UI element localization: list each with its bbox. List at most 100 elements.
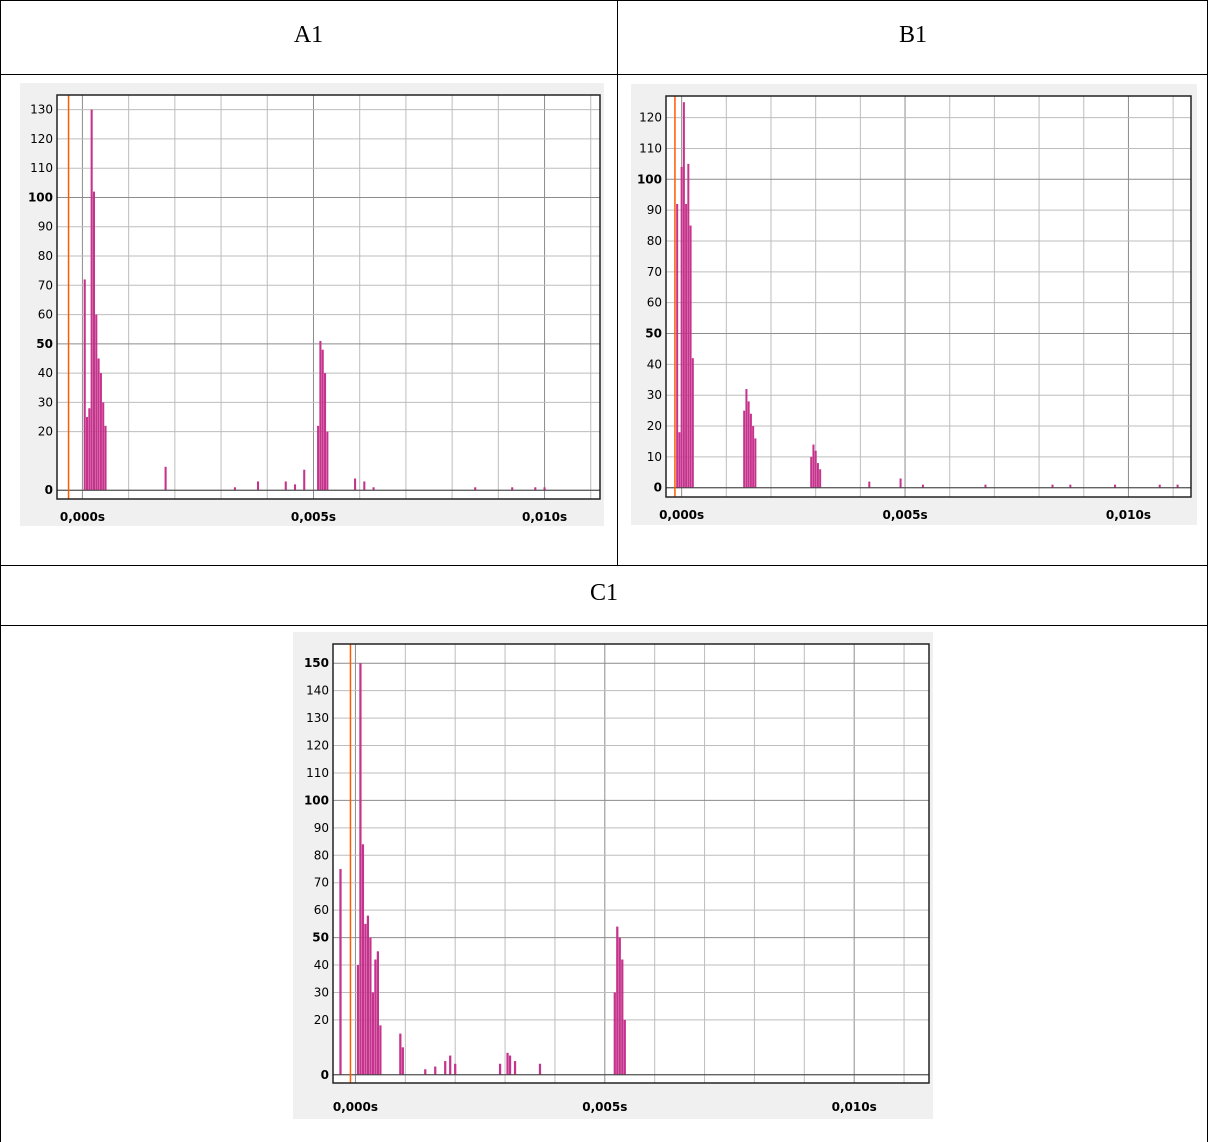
data-bar [256, 481, 260, 491]
data-bar [303, 469, 306, 491]
data-bar [752, 426, 755, 488]
table-border-middle [617, 0, 618, 565]
y-tick-label: 110 [306, 766, 329, 780]
header-a1: A1 [293, 22, 324, 48]
data-bar [323, 373, 327, 491]
data-bar [816, 463, 819, 488]
data-bar [810, 456, 813, 488]
data-bar [819, 469, 822, 488]
y-tick-label: 20 [314, 1013, 329, 1027]
data-bar [678, 432, 681, 488]
data-bar [379, 1025, 382, 1075]
y-tick-label: 40 [38, 366, 53, 380]
y-tick-label: 80 [38, 249, 53, 263]
data-bar [85, 417, 89, 491]
y-tick-label: 40 [314, 958, 329, 972]
y-tick-label: 140 [306, 684, 329, 698]
y-tick-label: 20 [38, 425, 53, 439]
chart-panel-a1: 0 20 30 40 50 60 70 80 90 100 110 120 130 0,000s 0,005… [20, 83, 604, 526]
data-bar [682, 102, 685, 488]
data-bar [444, 1061, 447, 1075]
y-tick-label: 50 [312, 931, 329, 945]
y-tick-label: 110 [639, 141, 662, 155]
y-tick-label: 30 [314, 985, 329, 999]
plot-frame [56, 94, 601, 500]
data-bar [1069, 484, 1072, 488]
data-bar [921, 484, 924, 488]
data-bar [1176, 484, 1179, 488]
y-tick-label: 70 [314, 876, 329, 890]
x-tick-label: 0,000s [659, 508, 704, 522]
table-border-row1 [0, 74, 1208, 75]
x-tick-label: 0,010s [832, 1100, 877, 1114]
y-tick-label: 100 [637, 172, 662, 186]
data-bar [92, 191, 96, 491]
data-bar [814, 450, 817, 488]
chart-a1: 0 20 30 40 50 60 70 80 90 100 110 120 130 0,000s 0,005… [28, 94, 601, 524]
data-bar [676, 203, 679, 488]
y-tick-label: 120 [30, 132, 53, 146]
data-bar [372, 487, 375, 491]
data-bar [454, 1063, 457, 1075]
data-bar [747, 401, 750, 488]
data-bar [88, 408, 91, 491]
data-bar [339, 868, 342, 1075]
data-bar [293, 484, 297, 491]
chart-b1: 0 10 20 30 40 50 60 70 80 90 100 110 120 0,000s 0,005s… [637, 95, 1192, 522]
data-bar [498, 1063, 502, 1075]
table-border-top [0, 0, 1208, 1]
x-tick-label: 0,005s [882, 508, 927, 522]
data-bar [749, 413, 752, 488]
data-bar [356, 965, 360, 1075]
data-bar [743, 410, 746, 488]
data-bar [363, 481, 366, 491]
y-tick-label: 50 [645, 327, 662, 341]
data-bar [366, 915, 370, 1075]
y-tick-label: 0 [45, 483, 53, 497]
data-bar [745, 389, 748, 488]
x-tick-label: 0,005s [582, 1100, 627, 1114]
y-tick-label: 10 [647, 450, 662, 464]
data-bar [284, 481, 287, 491]
table-border-row3 [0, 625, 1208, 626]
data-bar [621, 959, 624, 1075]
data-bar [376, 951, 380, 1075]
y-tick-label: 0 [321, 1068, 329, 1082]
data-bar [401, 1047, 404, 1075]
data-bar [687, 163, 690, 488]
data-bar [506, 1052, 509, 1075]
data-bar [685, 203, 688, 488]
data-bar [326, 431, 329, 491]
x-tick-label: 0,000s [333, 1100, 378, 1114]
y-tick-label: 130 [30, 103, 53, 117]
data-bar [1114, 484, 1117, 488]
data-bar [754, 438, 757, 488]
y-tick-label: 30 [647, 388, 662, 402]
data-bar [364, 923, 367, 1075]
data-bar [317, 425, 320, 491]
data-bar [369, 937, 372, 1075]
header-b1: B1 [898, 22, 927, 48]
y-tick-label: 90 [314, 821, 329, 835]
data-bar [511, 487, 514, 491]
data-bar [538, 1063, 542, 1075]
y-tick-label: 0 [654, 481, 662, 495]
data-bar [868, 481, 871, 488]
data-bar [319, 340, 322, 491]
x-tick-label: 0,000s [60, 510, 105, 524]
x-tick-label: 0,010s [522, 510, 567, 524]
data-bar [424, 1069, 427, 1075]
y-tick-label: 60 [38, 308, 53, 322]
y-tick-label: 20 [647, 419, 662, 433]
data-bar [354, 478, 357, 491]
data-bar [321, 349, 324, 491]
data-bar [102, 402, 105, 491]
data-bar [623, 1019, 626, 1075]
data-bar [984, 484, 987, 488]
y-tick-label: 80 [314, 848, 329, 862]
y-tick-label: 120 [306, 739, 329, 753]
y-tick-label: 70 [647, 265, 662, 279]
table-border-row2 [0, 565, 1208, 566]
data-bar [689, 225, 692, 488]
y-tick-label: 150 [304, 656, 329, 670]
